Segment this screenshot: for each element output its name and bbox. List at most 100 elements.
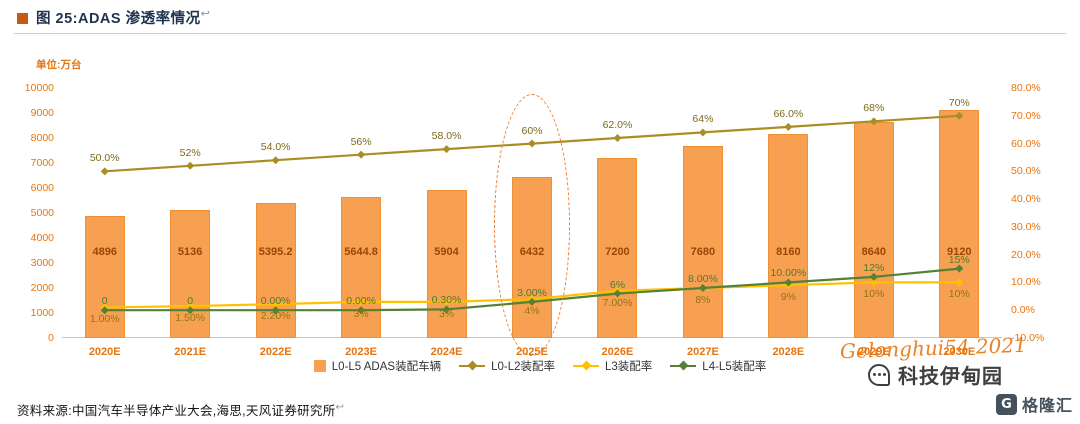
- line-value-label: 6%: [609, 278, 626, 291]
- marker-s2-8: [784, 278, 793, 287]
- line-value-label: 0.00%: [260, 295, 291, 308]
- x-axis-label-2027E: 2027E: [686, 346, 719, 358]
- bar-2021E: [170, 209, 211, 338]
- bar-value-label: 4896: [92, 246, 117, 258]
- return-mark: ↩: [200, 8, 211, 21]
- line-value-label: 62.0%: [602, 119, 633, 131]
- marker-s2-1: [186, 306, 195, 315]
- marker-s2-7: [698, 284, 707, 292]
- marker-s2-4: [442, 305, 451, 314]
- source-note: 资料来源:中国汽车半导体产业大会,海思,天风证券研究所↩: [17, 400, 344, 419]
- marker-s0-1: [186, 161, 195, 170]
- bar-value-label: 7200: [605, 246, 630, 258]
- bar-2020E: [84, 215, 125, 338]
- bar-value-label: 5136: [177, 246, 203, 258]
- line-value-label: 3%: [353, 307, 369, 320]
- marker-s0-9: [869, 117, 878, 126]
- line-value-label: 52%: [179, 146, 201, 159]
- bar-value-label: 8640: [861, 246, 887, 258]
- bar-value-label: 5904: [434, 246, 459, 258]
- marker-s2-3: [357, 306, 366, 315]
- line-value-label: 12%: [863, 261, 885, 274]
- bar-2028E: [768, 134, 809, 338]
- marker-s1-9: [869, 278, 878, 287]
- line-value-label: 8.00%: [688, 273, 718, 285]
- gelonghui-logo-text: 格隆汇: [1022, 398, 1074, 415]
- line-value-label: 10%: [948, 288, 970, 301]
- y-axis-tick: 6000: [30, 182, 54, 194]
- line-value-label: 15%: [948, 253, 970, 266]
- marker-s1-2: [271, 300, 280, 309]
- line-value-label: 64%: [692, 113, 714, 126]
- y-axis-tick: 0: [48, 332, 54, 344]
- bar-2027E: [682, 146, 723, 338]
- right-axis-tick: 60.0%: [1011, 137, 1041, 150]
- legend-item-0: L0-L5 ADAS装配车辆: [313, 358, 442, 374]
- source-text: 资料来源:中国汽车半导体产业大会,海思,天风证券研究所: [17, 404, 336, 418]
- line-value-label: 3%: [438, 307, 455, 320]
- line-value-label: 7.00%: [602, 296, 633, 309]
- line-value-label: 10.00%: [770, 267, 807, 280]
- chat-bubble-icon: [868, 363, 890, 386]
- bar-value-label: 5644.8: [344, 246, 378, 258]
- marker-s0-10: [955, 111, 964, 120]
- bar-2030E: [939, 110, 980, 338]
- right-axis-tick: 50.0%: [1011, 165, 1041, 178]
- bar-2026E: [597, 158, 638, 338]
- right-axis-tick: 10.0%: [1011, 276, 1041, 289]
- legend-line-swatch: [459, 360, 486, 371]
- x-axis-label-2026E: 2026E: [601, 346, 634, 358]
- marker-s0-6: [613, 134, 622, 142]
- bar-2023E: [341, 196, 382, 338]
- legend-label: L0-L5 ADAS装配车辆: [331, 361, 442, 373]
- x-axis-label-2020E: 2020E: [88, 346, 121, 358]
- legend-label: L4-L5装配率: [702, 361, 767, 373]
- y-axis-tick: 10000: [24, 82, 54, 94]
- line-value-label: 0: [101, 295, 108, 308]
- marker-s2-10: [955, 264, 964, 273]
- x-axis-label-2028E: 2028E: [772, 346, 805, 358]
- title-bullet: [17, 13, 28, 24]
- y-axis-tick: 3000: [30, 257, 54, 269]
- right-axis-tick: 20.0%: [1011, 248, 1041, 261]
- line-value-label: 66.0%: [773, 107, 804, 120]
- right-axis-tick: 70.0%: [1011, 109, 1041, 122]
- wechat-account-name: 科技伊甸园: [898, 366, 1003, 388]
- marker-s2-6: [613, 289, 622, 298]
- line-value-label: 0.30%: [431, 294, 462, 307]
- legend-item-2: L3装配率: [573, 358, 652, 374]
- gelonghui-logo-icon: G: [996, 393, 1017, 415]
- y-axis-tick: 4000: [30, 232, 54, 244]
- wechat-watermark: 科技伊甸园: [868, 360, 1003, 389]
- line-value-label: 70%: [948, 96, 970, 109]
- y-axis-tick: 1000: [30, 307, 54, 319]
- bar-2029E: [853, 122, 894, 338]
- y-axis-tick: 8000: [30, 132, 54, 144]
- y-axis-tick: 9000: [30, 107, 54, 119]
- line-value-label: 68%: [863, 102, 885, 115]
- right-axis-tick: 0.0%: [1011, 304, 1035, 317]
- line-value-label: 54.0%: [260, 141, 291, 154]
- x-axis-label-2023E: 2023E: [345, 346, 377, 358]
- unit-label: 单位:万台: [36, 59, 82, 71]
- line-value-label: 8%: [695, 294, 711, 306]
- legend-item-1: L0-L2装配率: [459, 358, 555, 374]
- marker-s1-4: [442, 297, 451, 306]
- x-axis-label-2021E: 2021E: [174, 346, 207, 358]
- line-value-label: 0: [187, 295, 194, 308]
- bar-2022E: [255, 203, 296, 338]
- highlight-ellipse: [494, 94, 570, 356]
- marker-s0-3: [357, 150, 366, 159]
- marker-s0-0: [100, 167, 109, 176]
- line-value-label: 50.0%: [89, 152, 120, 165]
- bar-value-label: 5395.2: [258, 246, 293, 258]
- marker-s0-8: [784, 122, 793, 131]
- line-value-label: 56%: [350, 135, 372, 148]
- gelonghui-logo: G 格隆汇: [996, 392, 1073, 416]
- bar-value-label: 7680: [690, 246, 716, 258]
- x-axis-label-2029E: 2029E: [857, 346, 890, 358]
- figure-title: 图 25:ADAS 渗透率情况↩: [36, 7, 210, 28]
- marker-s1-1: [186, 302, 195, 311]
- bar-value-label: 8160: [776, 246, 801, 258]
